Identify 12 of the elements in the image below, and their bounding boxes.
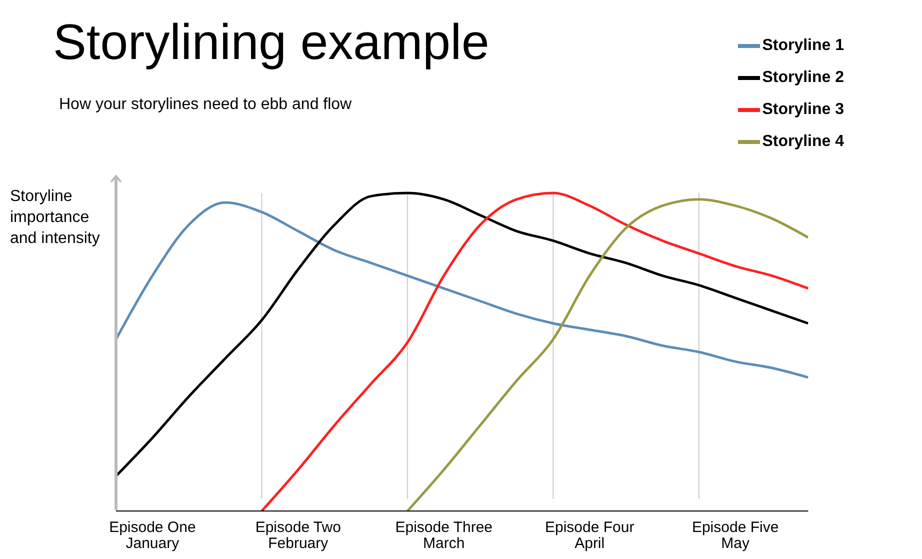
x-tick-label: Episode One January (109, 519, 196, 552)
legend-label: Storyline 1 (762, 37, 844, 55)
x-tick-label: Episode Three March (395, 519, 493, 552)
chart-subtitle: How your storylines need to ebb and flow (59, 96, 352, 114)
legend-label: Storyline 3 (762, 101, 844, 119)
legend-label: Storyline 2 (762, 69, 844, 87)
x-tick-label: Episode Five May (692, 519, 779, 552)
x-tick-label: Episode Two February (255, 519, 341, 552)
x-tick-label: Episode Four April (544, 519, 634, 552)
y-axis-title: Storyline importance and intensity (10, 187, 101, 249)
legend-label: Storyline 4 (762, 133, 844, 151)
chart-title: Storylining example (53, 13, 490, 72)
